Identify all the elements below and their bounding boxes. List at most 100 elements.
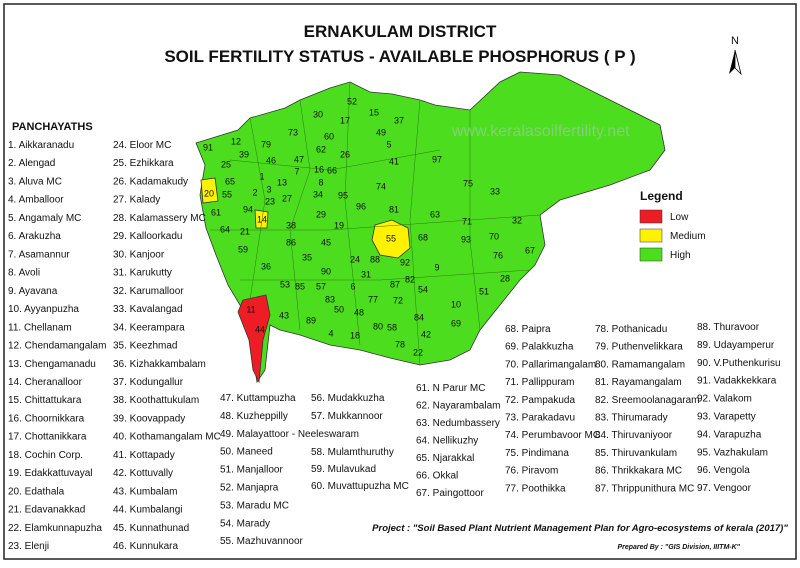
region-number: 10 bbox=[451, 299, 461, 309]
panchayath-entry: 53. Maradu MC bbox=[220, 500, 289, 511]
panchayath-entry: 67. Paingottoor bbox=[416, 488, 484, 499]
panchayath-entry: 28. Kalamassery MC bbox=[113, 213, 206, 224]
region-number: 73 bbox=[288, 127, 298, 137]
panchayath-entry: 84. Thiruvaniyoor bbox=[595, 430, 673, 441]
region-number: 32 bbox=[512, 215, 522, 225]
panchayath-entry: 79. Puthenvelikkara bbox=[595, 342, 683, 353]
region-number: 57 bbox=[316, 281, 326, 291]
panchayath-entry: 21. Edavanakkad bbox=[8, 505, 85, 516]
region-number: 36 bbox=[261, 261, 271, 271]
region-number: 84 bbox=[414, 312, 424, 322]
panchayath-entry: 12. Chendamangalam bbox=[8, 341, 106, 352]
region-number: 39 bbox=[239, 149, 249, 159]
panchayath-entry: 34. Keerampara bbox=[113, 322, 185, 333]
title: ERNAKULAM DISTRICT bbox=[304, 22, 497, 41]
region-number: 28 bbox=[500, 273, 510, 283]
panchayath-entry: 59. Mulavukad bbox=[311, 464, 376, 475]
legend-label: High bbox=[670, 250, 691, 261]
panchayath-entry: 54. Marady bbox=[220, 518, 270, 529]
region-number: 90 bbox=[321, 266, 331, 276]
panchayath-entry: 58. Mulamthuruthy bbox=[311, 447, 394, 458]
panchayath-entry: 74. Perumbavoor MC bbox=[505, 430, 600, 441]
region-number: 77 bbox=[368, 294, 378, 304]
panchayath-entry: 88. Thuravoor bbox=[697, 322, 760, 333]
region-number: 78 bbox=[395, 339, 405, 349]
medium-region bbox=[254, 209, 269, 229]
low-region bbox=[237, 294, 271, 384]
panchayath-entry: 14. Cheranalloor bbox=[8, 377, 83, 388]
region-number: 44 bbox=[255, 324, 265, 334]
region-number: 92 bbox=[400, 257, 410, 267]
region-number: 38 bbox=[286, 220, 296, 230]
region-number: 2 bbox=[252, 187, 257, 197]
region-number: 30 bbox=[313, 109, 323, 119]
prepared-by: Prepared By : "GIS Division, IIITM-K" bbox=[617, 544, 740, 551]
panchayath-entry: 86. Thrikkakara MC bbox=[595, 466, 682, 477]
panchayath-entry: 75. Pindimana bbox=[505, 448, 569, 459]
region-number: 63 bbox=[430, 209, 440, 219]
arrow-half bbox=[729, 50, 735, 74]
panchayath-entry: 80. Ramamangalam bbox=[595, 359, 685, 370]
region-number: 83 bbox=[325, 294, 335, 304]
region-number: 12 bbox=[231, 136, 241, 146]
panchayath-entry: 69. Palakkuzha bbox=[505, 342, 574, 353]
region-number: 62 bbox=[316, 144, 326, 154]
region-number: 26 bbox=[340, 149, 350, 159]
panchayath-entry: 8. Avoli bbox=[8, 268, 40, 279]
panchayath-entry: 50. Maneed bbox=[220, 447, 273, 458]
panchayath-entry: 22. Elamkunnapuzha bbox=[8, 523, 102, 534]
panchayath-entry: 51. Manjalloor bbox=[220, 465, 283, 476]
panchayath-entry: 49. Malayattoor - Neeleswaram bbox=[220, 429, 359, 440]
region-number: 29 bbox=[316, 209, 326, 219]
panchayath-entry: 10. Ayyanpuzha bbox=[8, 304, 79, 315]
region-number: 19 bbox=[334, 220, 344, 230]
panchayath-entry: 24. Eloor MC bbox=[113, 140, 171, 151]
region-number: 86 bbox=[286, 237, 296, 247]
arrow-half bbox=[734, 49, 742, 76]
panchayath-entry: 19. Edakkattuvayal bbox=[8, 468, 93, 479]
panchayath-entry: 17. Chottanikkara bbox=[8, 432, 87, 443]
region-number: 24 bbox=[350, 254, 360, 264]
region-number: 4 bbox=[328, 328, 333, 338]
region-number: 55 bbox=[222, 189, 232, 199]
panchayath-entry: 89. Udayamperur bbox=[697, 340, 775, 351]
region-number: 7 bbox=[294, 166, 299, 176]
legend-label: Medium bbox=[670, 231, 706, 242]
list-heading: PANCHAYATHS bbox=[12, 121, 93, 133]
region-number: 87 bbox=[390, 279, 400, 289]
panchayath-entry: 26. Kadamakudy bbox=[113, 176, 188, 187]
panchayath-entry: 70. Pallarimangalam bbox=[505, 359, 596, 370]
region-number: 88 bbox=[370, 254, 380, 264]
panchayath-entry: 42. Kottuvally bbox=[113, 468, 173, 479]
panchayath-entry: 1. Aikkaranadu bbox=[8, 140, 74, 151]
panchayath-entry: 4. Amballoor bbox=[8, 195, 64, 206]
region-number: 59 bbox=[238, 244, 248, 254]
panchayath-entry: 36. Kizhakkambalam bbox=[113, 359, 206, 370]
region-number: 22 bbox=[413, 347, 423, 357]
panchayath-entry: 16. Choornikkara bbox=[8, 413, 85, 424]
panchayath-entry: 72. Pampakuda bbox=[505, 395, 575, 406]
region-number: 89 bbox=[306, 315, 316, 325]
region-number: 71 bbox=[462, 216, 472, 226]
region-number: 51 bbox=[479, 286, 489, 296]
district-map bbox=[195, 71, 666, 384]
panchayath-entry: 47. Kuttampuzha bbox=[220, 393, 296, 404]
panchayath-entry: 30. Kanjoor bbox=[113, 249, 165, 260]
legend-title: Legend bbox=[640, 189, 683, 203]
panchayath-entry: 52. Manjapra bbox=[220, 483, 279, 494]
region-number: 31 bbox=[361, 269, 371, 279]
panchayath-entry: 76. Piravom bbox=[505, 466, 558, 477]
region-number: 48 bbox=[354, 307, 364, 317]
region-number: 54 bbox=[418, 284, 428, 294]
panchayath-entry: 68. Paipra bbox=[505, 324, 551, 335]
panchayath-entry: 3. Aluva MC bbox=[8, 176, 62, 187]
region-number: 42 bbox=[421, 329, 431, 339]
panchayath-entry: 25. Ezhikkara bbox=[113, 158, 174, 169]
region-number: 60 bbox=[324, 131, 334, 141]
region-number: 41 bbox=[389, 156, 399, 166]
panchayath-entry: 65. Njarakkal bbox=[416, 453, 474, 464]
project-note: Project : "Soil Based Plant Nutrient Man… bbox=[372, 523, 788, 534]
region-number: 17 bbox=[340, 115, 350, 125]
region-number: 75 bbox=[463, 178, 473, 188]
panchayath-entry: 55. Mazhuvannoor bbox=[220, 536, 304, 547]
